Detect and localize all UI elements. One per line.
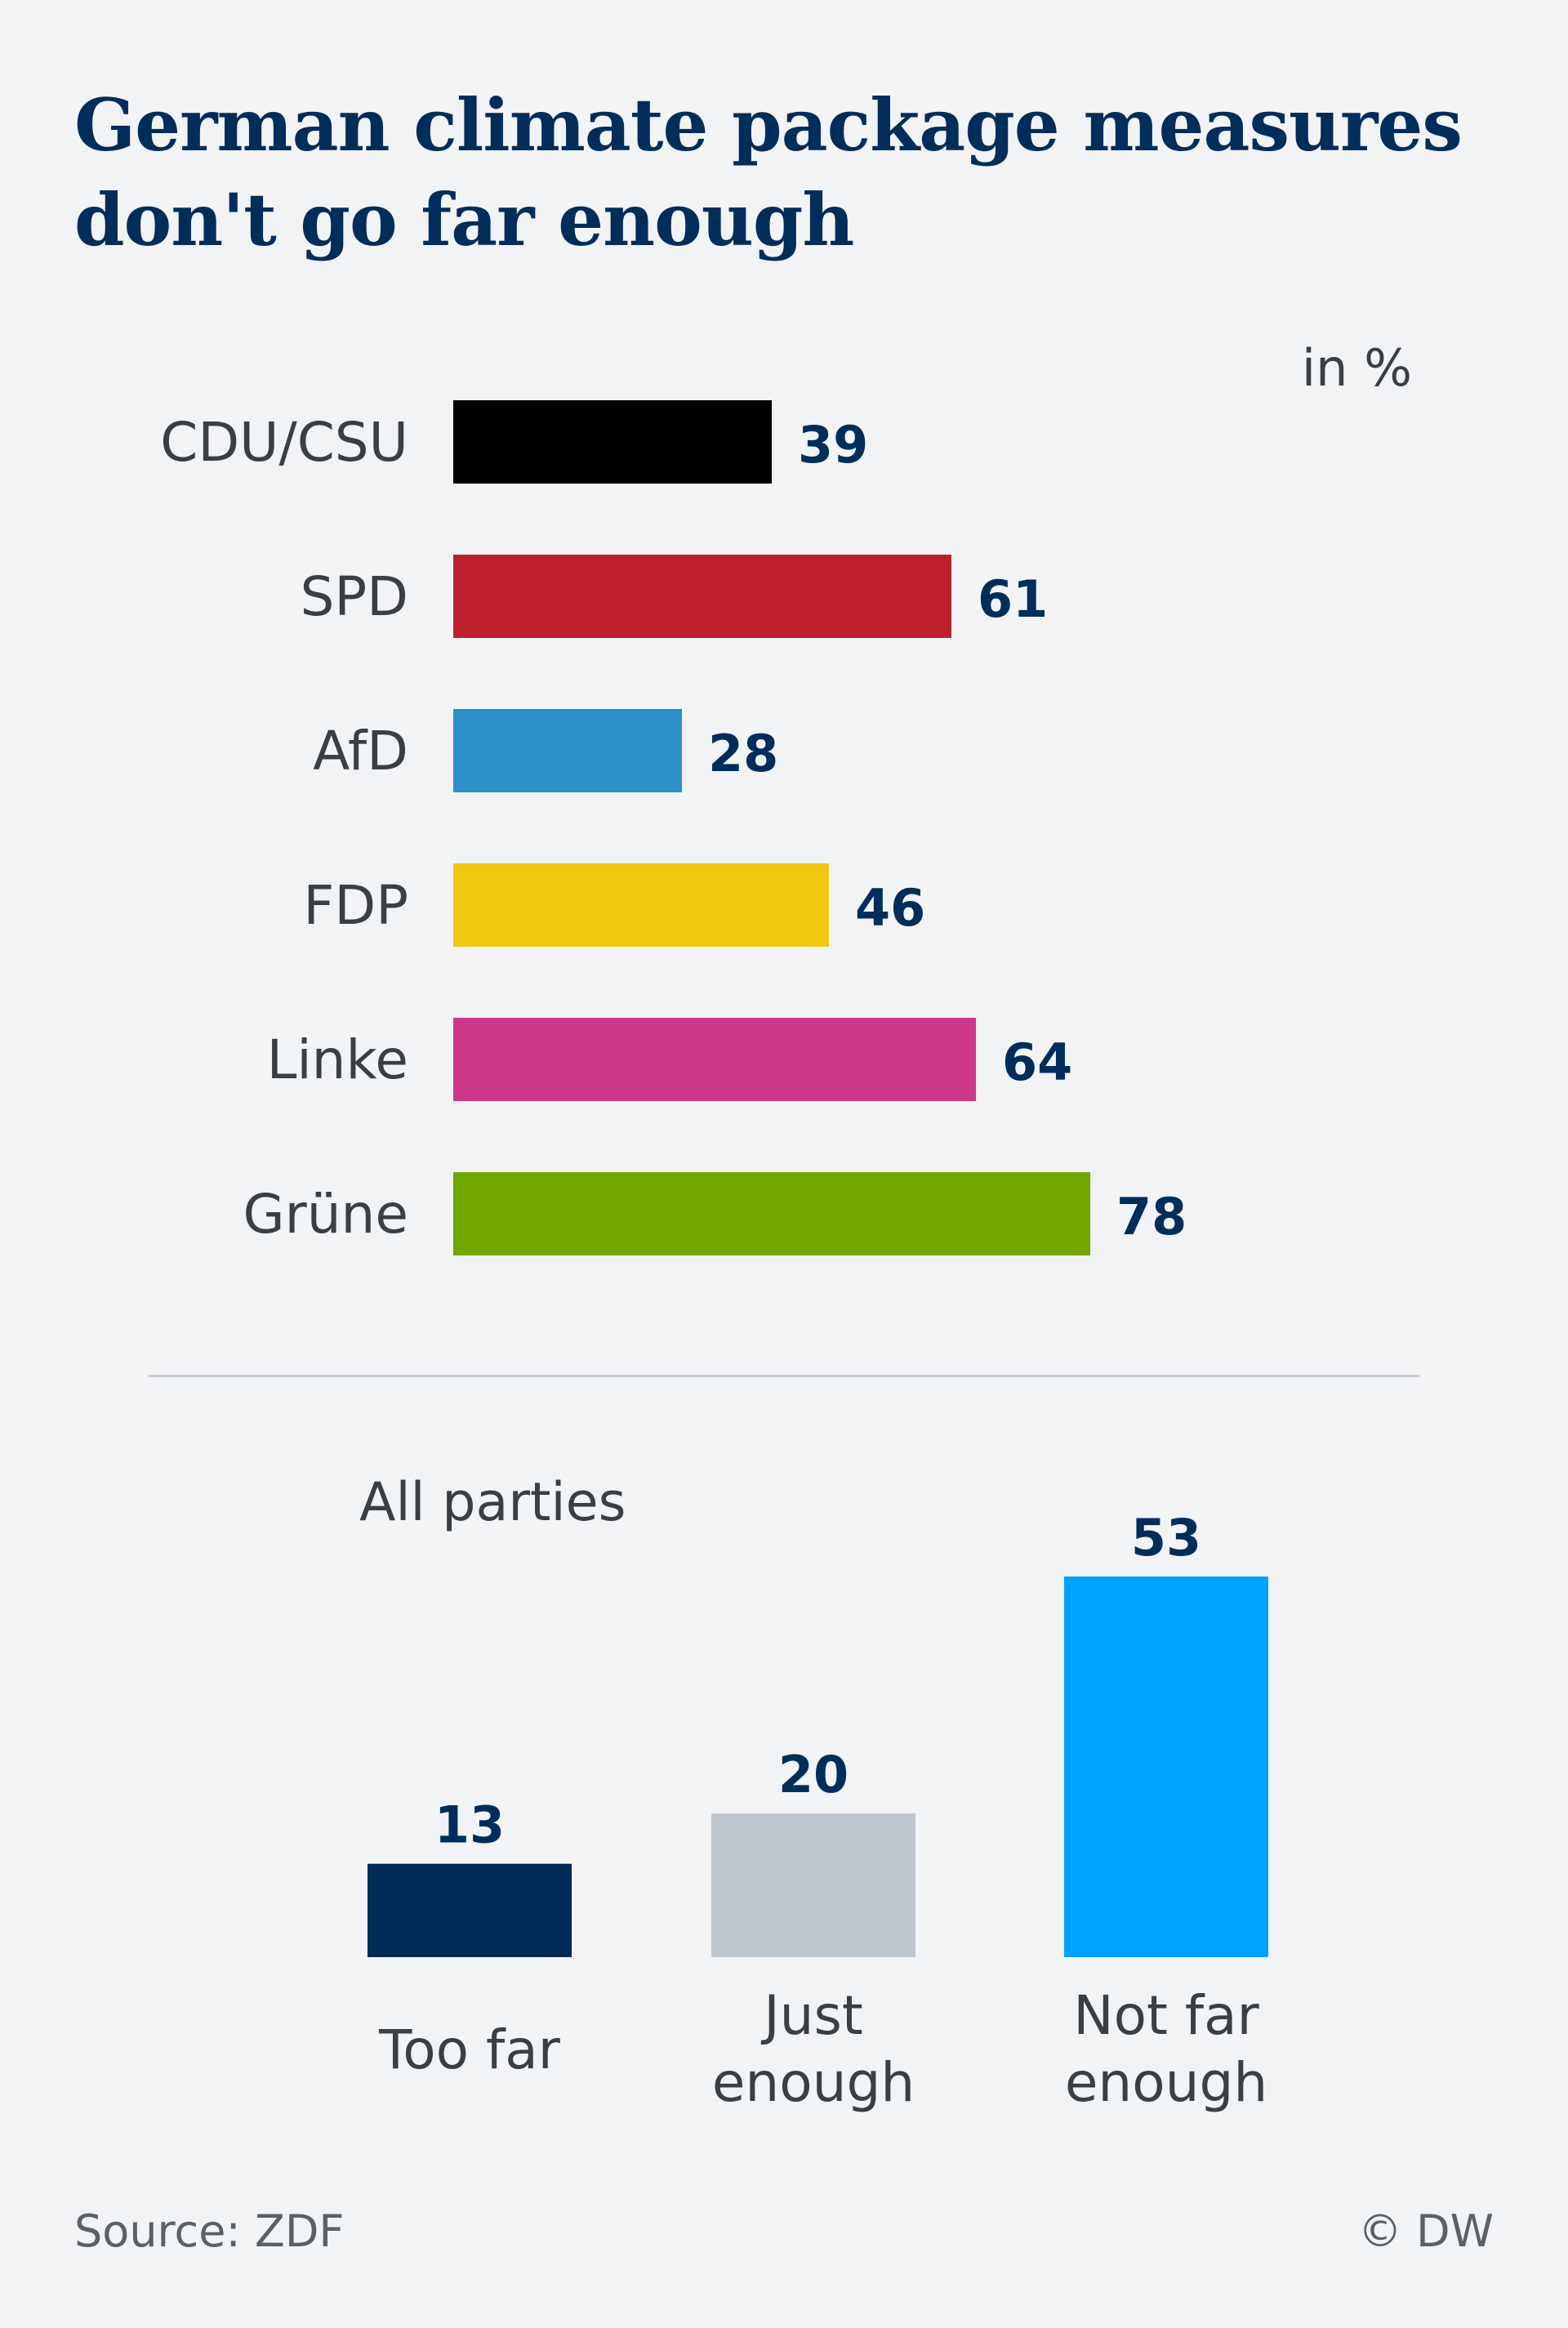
value-label-afd: 28 <box>708 724 778 783</box>
party-bar-chart: CDU/CSU 39 SPD 61 AfD 28 FDP 46 Linke 64 Grüne 78 <box>160 400 1187 1255</box>
value-label-linke: 64 <box>1002 1032 1072 1092</box>
bar-cdu-csu <box>453 400 772 484</box>
category-label-cdu-csu: CDU/CSU <box>160 411 408 474</box>
bar-gr-ne <box>453 1172 1090 1255</box>
category-label-gr-ne: Grüne <box>243 1183 408 1246</box>
bar-just-enough <box>711 1813 915 1957</box>
category-label-too-far: Too far <box>378 2018 561 2081</box>
category-label-not-far-enough: Not far enough <box>1065 1984 1267 2114</box>
category-label-afd: AfD <box>313 720 408 783</box>
value-label-just-enough: 20 <box>778 1745 849 1804</box>
category-label-just-enough: Just enough <box>712 1984 915 2114</box>
category-label-spd: SPD <box>300 565 408 628</box>
dw-credit: © DW <box>1357 2205 1494 2257</box>
bar-too-far <box>368 1863 572 1957</box>
value-label-cdu-csu: 39 <box>798 415 868 475</box>
value-label-gr-ne: 78 <box>1116 1187 1187 1247</box>
bar-spd <box>453 555 951 638</box>
value-label-too-far: 13 <box>434 1795 505 1855</box>
value-label-fdp: 46 <box>855 878 925 938</box>
chart-title: German climate package measures don't go… <box>74 83 1463 262</box>
value-label-not-far-enough: 53 <box>1131 1508 1201 1568</box>
bar-fdp <box>453 863 829 947</box>
value-label-spd: 61 <box>978 569 1048 629</box>
category-label-fdp: FDP <box>303 874 408 937</box>
category-label-linke: Linke <box>267 1028 408 1091</box>
all-parties-subtitle: All parties <box>359 1472 626 1533</box>
source-note: Source: ZDF <box>74 2205 345 2257</box>
bar-afd <box>453 709 682 792</box>
unit-label: in % <box>1301 338 1412 398</box>
bar-not-far-enough <box>1064 1577 1268 1957</box>
section-divider <box>149 1375 1419 1377</box>
bar-linke <box>453 1018 976 1101</box>
